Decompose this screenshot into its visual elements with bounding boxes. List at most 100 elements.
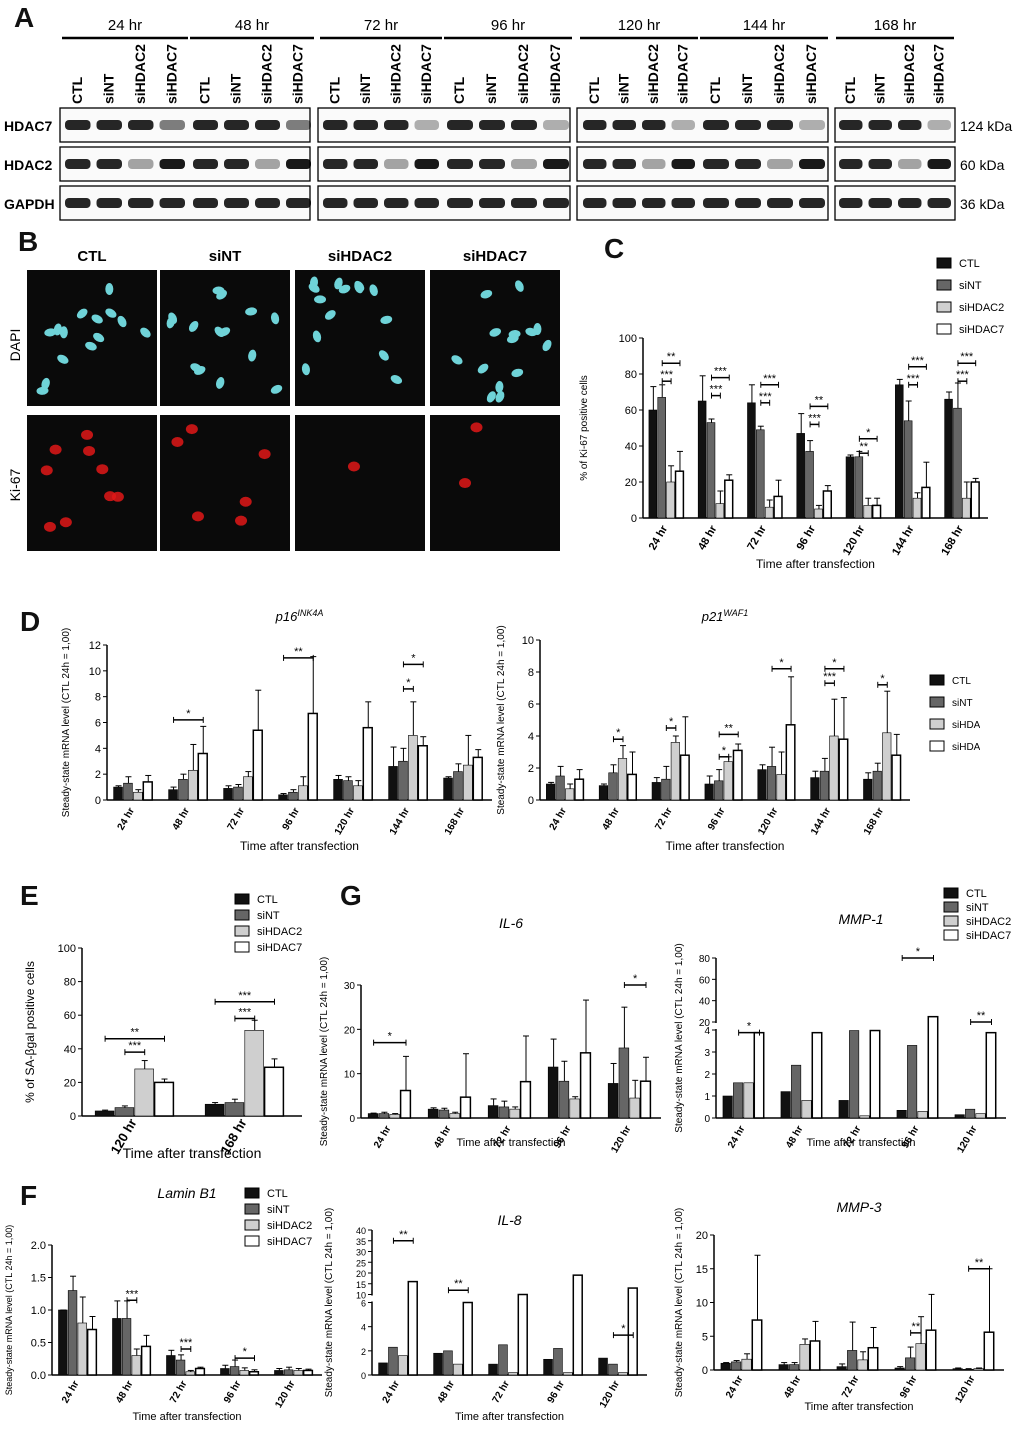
bar-siHDAC7-1 xyxy=(809,1340,821,1371)
lane-label-24: CTL xyxy=(842,76,858,104)
blot-band-10 xyxy=(384,159,409,169)
nucleus xyxy=(525,327,538,337)
sig-label: * xyxy=(722,745,727,757)
x-tick-label-6: 168 hr xyxy=(939,523,966,558)
sig-label: *** xyxy=(710,384,724,396)
bar-siNT-3 xyxy=(229,1366,240,1376)
lane-label-3: siHDAC7 xyxy=(163,44,179,104)
bar-siHDAC7-3 xyxy=(307,712,318,801)
x-label-E: Time after transfection xyxy=(123,1145,262,1161)
legend-swatch-0 xyxy=(929,674,945,686)
sig-label: ** xyxy=(815,394,824,406)
blot-band-17 xyxy=(612,159,636,169)
bar-CTL-5 xyxy=(388,766,398,801)
x-tick-label-0: 24 hr xyxy=(372,1124,394,1150)
bar-siNT-2 xyxy=(175,1359,186,1376)
y-tick-label: 10 xyxy=(89,666,101,678)
bar-CTL-3 xyxy=(796,433,805,519)
bar-siHDAC7-1 xyxy=(811,1031,823,1119)
bar-siNT-3 xyxy=(805,451,814,519)
bar-CTL-6 xyxy=(863,778,873,801)
legend-label-2: siHDAC2 xyxy=(959,302,1004,314)
micro-col-label-0: CTL xyxy=(77,248,106,265)
chart-title-G3: MMP-3 xyxy=(836,1199,881,1215)
y-tick-label: 2 xyxy=(95,769,101,781)
bar-siNT-5 xyxy=(398,760,408,801)
y-tick-label: 20 xyxy=(625,477,637,489)
bar-siHDAC2-0 xyxy=(741,1358,752,1371)
blot-band-3 xyxy=(159,120,185,130)
chart-title-F2: IL-8 xyxy=(497,1212,521,1228)
blot-band-26 xyxy=(898,120,922,130)
bar-CTL-0 xyxy=(378,1362,388,1376)
y-label-D2: Steady-state mRNA level (CTL 24h = 1,00) xyxy=(496,625,507,814)
bar-siHDAC7-2 xyxy=(679,754,690,801)
nucleus xyxy=(480,289,493,299)
legend-label-3: siHDAC7 xyxy=(966,930,1011,942)
bar-siHDAC7-3 xyxy=(732,749,743,801)
bar-siHDAC2-3 xyxy=(814,508,823,519)
bar-siHDAC2-4 xyxy=(293,1370,303,1376)
y-tick-label: 15 xyxy=(696,1264,708,1276)
sig-label: *** xyxy=(128,1040,142,1052)
x-tick-label-1: 48 hr xyxy=(696,523,720,552)
y-label-F: Steady-state mRNA level (CTL 24h = 1,00) xyxy=(4,1225,14,1396)
y-tick-label: 30 xyxy=(344,981,356,992)
bar-siNT-6 xyxy=(953,407,962,519)
bar-siHDAC7-3 xyxy=(248,1371,260,1376)
blot-band-7 xyxy=(286,159,311,169)
x-tick-label-2: 72 hr xyxy=(745,523,769,552)
bar-siNT-1 xyxy=(121,1318,132,1376)
nucleus xyxy=(308,283,320,293)
y-tick-label: 15 xyxy=(356,1280,366,1290)
bar-siHDAC7-2 xyxy=(519,1080,532,1119)
blot-band-13 xyxy=(479,198,505,208)
nucleus xyxy=(248,349,257,362)
sig-label: * xyxy=(411,652,416,664)
bar-siHDAC2-1 xyxy=(799,1344,810,1371)
panel-letter-g: G xyxy=(340,880,362,911)
bar-siHDAC2-0 xyxy=(77,1322,87,1376)
lane-label-0: CTL xyxy=(69,76,85,104)
y-tick-label: 0 xyxy=(95,795,101,807)
bar-siHDAC7-0 xyxy=(574,778,585,801)
chart-title-D1: p16INK4A xyxy=(275,608,324,624)
microscopy-panel: CTL siNT siHDAC2 siHDAC7 DAPI Ki-67 xyxy=(7,248,560,551)
ki67-spot xyxy=(239,496,252,507)
y-tick-label: 2 xyxy=(528,763,534,775)
time-label-6: 168 hr xyxy=(874,17,917,34)
sig-label: *** xyxy=(763,373,777,385)
bar-siHDAC2-2 xyxy=(508,1372,518,1376)
nucleus xyxy=(378,350,389,361)
blot-band-0 xyxy=(65,159,91,169)
ki67-spot xyxy=(49,444,62,455)
y-tick-label: 3 xyxy=(704,1048,710,1059)
blot-band-8 xyxy=(323,198,348,208)
legend-label-2: siHDAC2 xyxy=(267,1220,312,1232)
nucleus xyxy=(270,312,280,325)
bar-CTL-4 xyxy=(333,779,343,801)
bar-siNT-4 xyxy=(766,766,777,801)
y-tick-label: 40 xyxy=(64,1044,76,1056)
bar-siNT-0 xyxy=(114,1107,135,1117)
y-tick-label: 1.0 xyxy=(31,1305,46,1317)
nucleus xyxy=(166,316,175,329)
y-tick-label: 5 xyxy=(702,1331,708,1343)
x-label-G2: Time after transfection xyxy=(806,1137,915,1149)
bar-siHDAC7-2 xyxy=(867,1346,879,1371)
bar-siNT-3 xyxy=(905,1357,916,1371)
x-tick-label-4: 120 hr xyxy=(955,1124,979,1155)
bar-siHDAC7-0 xyxy=(753,1031,765,1119)
x-tick-label-1: 48 hr xyxy=(600,806,622,832)
y-label-G1: Steady-state mRNA level (CTL 24h = 1,00) xyxy=(319,957,330,1146)
x-tick-label-0: 24 hr xyxy=(60,1379,82,1405)
bar-siHDAC7-0 xyxy=(407,1280,418,1376)
time-label-2: 72 hr xyxy=(364,17,398,34)
micro-row-label-1: Ki-67 xyxy=(7,468,23,501)
legend-swatch-3 xyxy=(929,740,945,752)
sig-label: *** xyxy=(956,369,970,381)
blot-band-14 xyxy=(511,159,537,169)
bar-CTL-2 xyxy=(747,402,756,519)
y-tick-label: 2 xyxy=(704,1070,710,1081)
panel-letter-f: F xyxy=(20,1180,38,1211)
